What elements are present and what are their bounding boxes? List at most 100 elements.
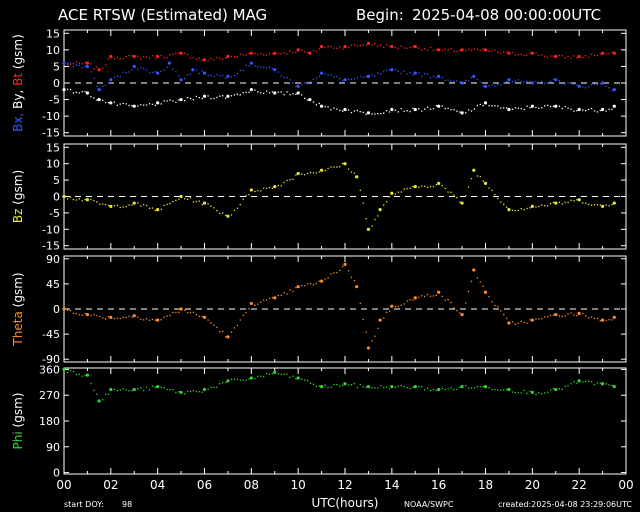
data-point (179, 390, 183, 394)
data-point (186, 198, 189, 200)
data-point (587, 86, 590, 88)
data-point (109, 204, 113, 208)
data-point (119, 103, 121, 105)
data-point (520, 53, 522, 56)
data-point (576, 57, 578, 59)
data-point (406, 110, 408, 112)
series-by (62, 61, 616, 92)
data-point (432, 185, 435, 188)
data-point (353, 382, 356, 385)
data-point (418, 296, 420, 299)
data-point (78, 314, 80, 316)
data-point (78, 64, 80, 66)
data-point (587, 317, 590, 319)
y-tick-label: 90 (46, 441, 60, 454)
data-point (301, 83, 303, 86)
data-point (93, 77, 95, 80)
data-point (69, 63, 72, 66)
data-point (195, 390, 198, 393)
data-point (526, 105, 528, 107)
data-point (90, 314, 92, 317)
data-point (109, 315, 113, 319)
data-point (377, 215, 379, 217)
data-point (301, 284, 303, 287)
data-point (476, 104, 479, 107)
data-point (318, 385, 320, 387)
data-point (444, 79, 446, 81)
footer-start-doy-label: start DOY: (64, 500, 104, 509)
data-point (84, 91, 86, 93)
data-point (90, 382, 92, 385)
data-point (156, 208, 160, 212)
data-point (85, 312, 90, 317)
data-point (339, 166, 341, 168)
data-point (296, 91, 300, 95)
data-point (249, 376, 253, 380)
data-point (327, 46, 329, 48)
data-point (145, 104, 148, 106)
data-point (242, 198, 244, 200)
data-point (365, 44, 367, 46)
data-point (599, 82, 601, 85)
data-point (371, 113, 373, 115)
data-point (268, 52, 271, 55)
data-point (517, 209, 519, 212)
data-point (301, 378, 303, 380)
data-point (353, 44, 356, 46)
data-point (342, 48, 344, 50)
data-point (257, 375, 259, 377)
data-point (271, 372, 274, 375)
data-point (558, 388, 560, 390)
data-point (470, 110, 473, 112)
data-point (538, 392, 540, 394)
data-point (362, 386, 364, 388)
data-point (374, 42, 376, 45)
data-point (263, 66, 265, 68)
data-point (312, 101, 315, 103)
data-point (437, 104, 441, 108)
data-point (511, 80, 514, 83)
data-point (131, 69, 133, 71)
data-point (494, 85, 496, 87)
y-tick-label: -45 (42, 328, 60, 341)
data-point (119, 389, 121, 391)
data-point (277, 294, 279, 297)
data-point (347, 168, 350, 170)
data-point (90, 63, 92, 65)
data-point (343, 44, 347, 49)
data-point (362, 111, 364, 114)
data-point (222, 382, 224, 384)
data-point (374, 113, 376, 115)
y-tick-label: -90 (42, 353, 60, 366)
data-point (198, 57, 200, 59)
data-point (69, 369, 72, 372)
data-point (283, 52, 285, 54)
data-point (526, 207, 528, 210)
data-point (96, 99, 98, 101)
data-point (327, 277, 329, 279)
data-point (292, 51, 294, 54)
data-point (421, 185, 423, 187)
data-point (222, 330, 224, 333)
data-point (429, 389, 432, 392)
data-point (491, 50, 493, 52)
data-point (529, 52, 531, 54)
data-point (500, 389, 502, 391)
data-point (564, 105, 566, 108)
data-point (109, 54, 113, 59)
data-point (233, 55, 236, 58)
data-point (292, 82, 294, 84)
data-point (184, 309, 186, 312)
data-point (260, 301, 262, 303)
data-point (406, 386, 408, 389)
data-point (467, 186, 470, 188)
data-point (596, 204, 599, 206)
series-theta (62, 262, 616, 350)
data-point (460, 201, 464, 205)
data-point (503, 51, 505, 53)
data-point (507, 321, 511, 325)
data-point (66, 198, 69, 200)
data-point (505, 81, 508, 83)
data-point (570, 57, 572, 60)
data-point (435, 49, 438, 51)
